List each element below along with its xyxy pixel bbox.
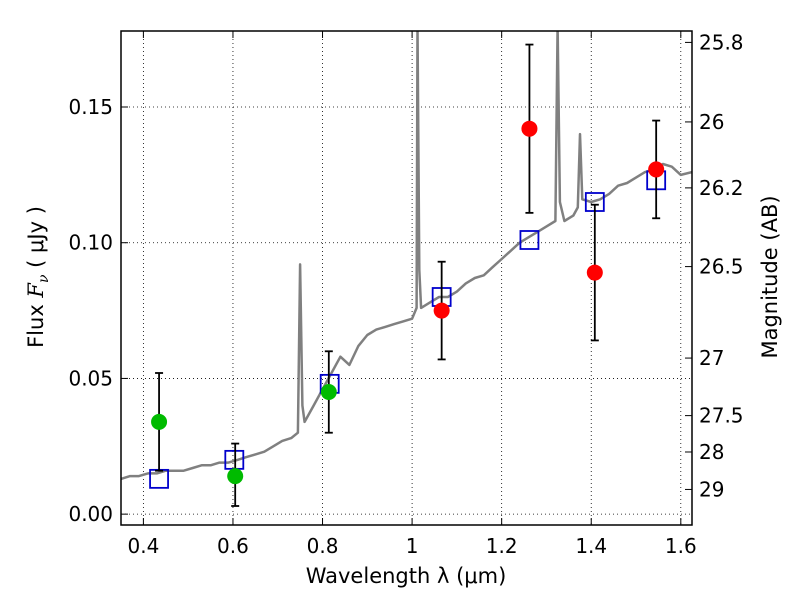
observed-point: [648, 161, 665, 178]
observed-point: [320, 384, 337, 400]
observed-point: [433, 302, 450, 319]
right-tick-label: 25.8: [699, 30, 744, 54]
x-tick-label: 0.6: [217, 534, 249, 558]
right-tick-label: 26: [699, 110, 724, 134]
right-axis-label: Magnitude (AB): [758, 195, 782, 358]
model-box-point: [519, 230, 540, 250]
x-tick-label: 1: [406, 534, 419, 558]
x-tick-label: 1.6: [665, 534, 697, 558]
right-tick-label: 29: [699, 477, 724, 501]
ticks: 0.4 0.6 0.8 1 1.2 1.4 1.6 0.00 0.05 0.10 0.15 25.8 2…: [68, 30, 743, 558]
x-axis-label: Wavelength λ (μm): [306, 564, 507, 588]
y-axis-label-prefix: Flux: [24, 298, 48, 348]
y-tick-label: 0.15: [68, 95, 113, 119]
observed-point: [151, 413, 168, 430]
right-tick-label: 26.5: [699, 255, 744, 279]
y-tick-label: 0.00: [68, 502, 113, 526]
right-tick-label: 26.2: [699, 176, 744, 200]
x-tick-label: 0.8: [307, 534, 339, 558]
observed-point: [227, 468, 244, 485]
y-axis-label-sub: ν: [36, 274, 52, 283]
y-axis-label-var: F: [24, 282, 48, 299]
right-tick-label: 28: [699, 440, 724, 464]
y-tick-label: 0.05: [68, 366, 113, 390]
axes-frame: [120, 30, 693, 526]
x-tick-label: 0.4: [127, 534, 159, 558]
x-tick-label: 1.2: [486, 534, 518, 558]
spectrum-line: [121, 31, 692, 481]
x-tick-label: 1.4: [575, 534, 607, 558]
plot-area: [121, 31, 692, 507]
y-axis-label: Flux Fν ( μJy ): [24, 206, 52, 348]
observed-point: [521, 120, 538, 137]
y-tick-label: 0.10: [68, 231, 113, 255]
right-tick-label: 27: [699, 346, 724, 370]
y-axis-label-unit: ( μJy ): [24, 206, 48, 274]
right-tick-label: 27.5: [699, 404, 744, 428]
plot-content: [121, 31, 692, 507]
observed-point: [586, 264, 603, 281]
